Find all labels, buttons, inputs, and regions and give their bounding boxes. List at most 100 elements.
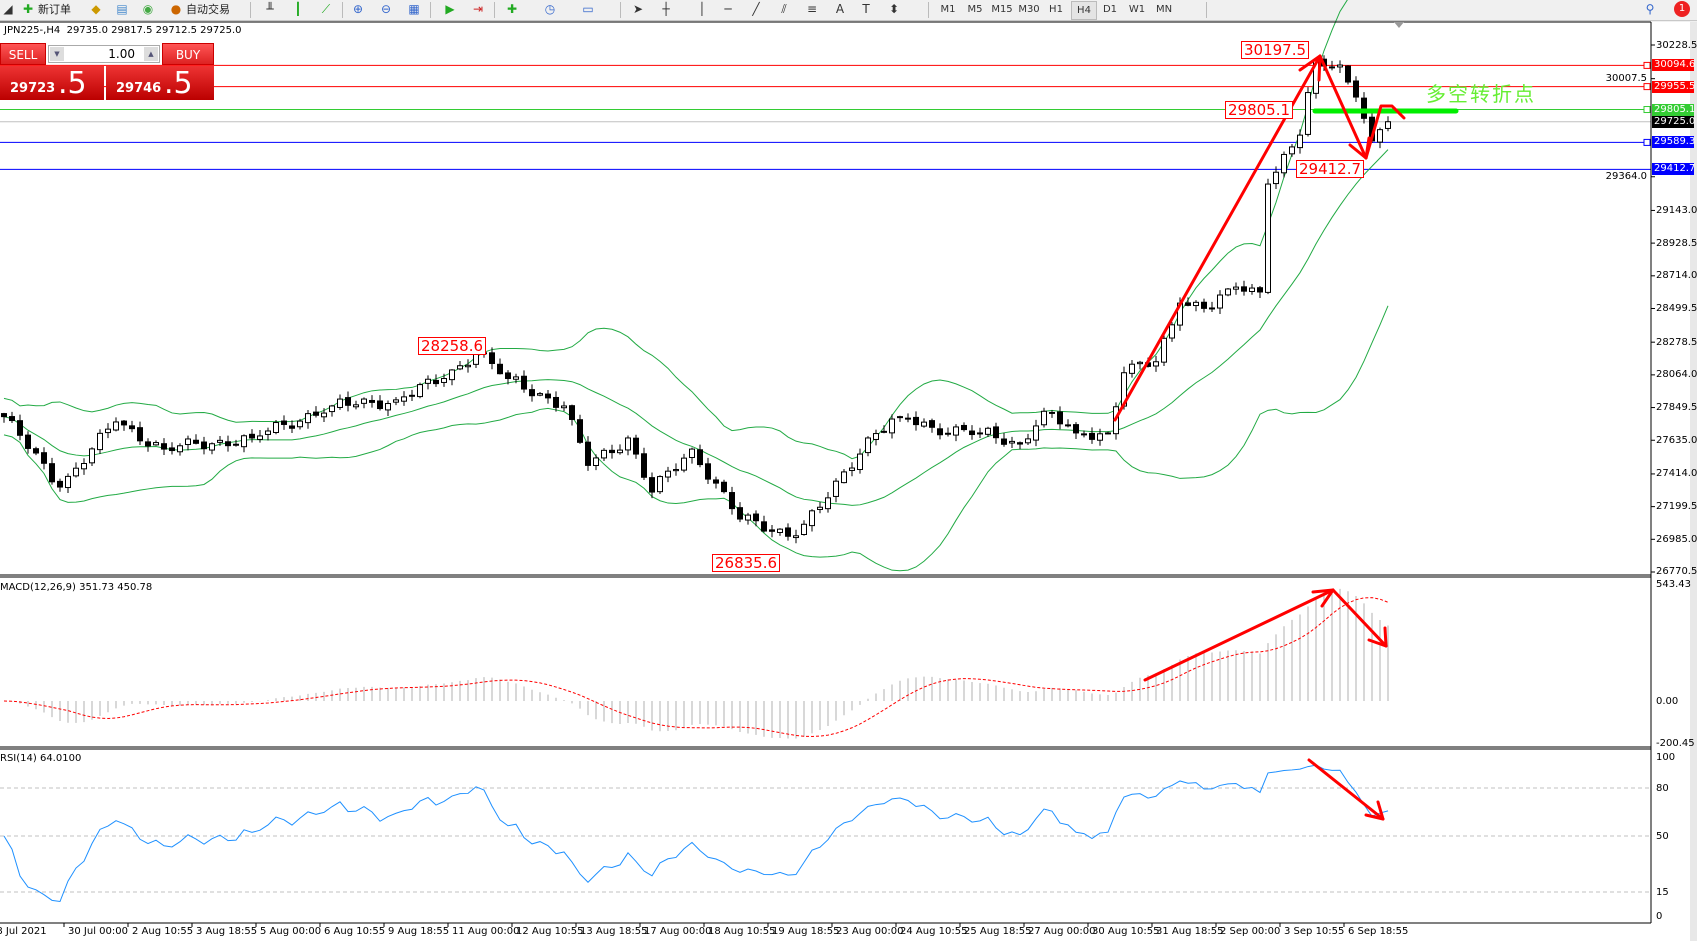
candle-body <box>1217 294 1223 309</box>
rsi-label: RSI(14) 64.0100 <box>0 753 82 764</box>
time-axis-label: 9 Aug 18:55 <box>388 926 450 937</box>
symbol-label: JPN225-,H4 <box>4 25 61 36</box>
candle-body <box>1161 337 1167 363</box>
auto-trading-button[interactable]: 自动交易 <box>186 3 230 16</box>
signals-icon[interactable]: ◉ <box>142 2 154 16</box>
zoom-in-icon[interactable]: ⊕ <box>352 2 364 16</box>
candle-body <box>217 439 223 443</box>
candle-body <box>1337 64 1343 68</box>
equidistant-channel-icon[interactable]: ⫽ <box>781 2 787 16</box>
timeframe-m1[interactable]: M1 <box>940 4 956 15</box>
annotation-high[interactable]: 30197.5 <box>1241 41 1310 59</box>
history-icon[interactable]: ▤ <box>116 2 128 16</box>
new-order-icon[interactable]: ✚ <box>22 2 34 16</box>
text-icon[interactable]: A <box>835 2 845 16</box>
notification-badge[interactable]: 1 <box>1674 1 1690 17</box>
candle-body <box>745 514 751 521</box>
candle-body <box>233 443 239 446</box>
timeframe-h4[interactable]: H4 <box>1071 1 1097 20</box>
auto-trading-icon[interactable]: ● <box>170 2 182 16</box>
candle-body <box>1241 286 1247 292</box>
search-icon[interactable]: ⚲ <box>1645 2 1655 16</box>
buy-button[interactable]: BUY <box>162 43 214 65</box>
candle-body <box>513 376 519 380</box>
macd-arrow-down[interactable] <box>1331 588 1388 648</box>
candle-body <box>193 439 199 444</box>
candle-body <box>1041 410 1047 426</box>
timeframe-w1[interactable]: W1 <box>1128 4 1146 15</box>
timeframe-m30[interactable]: M30 <box>1018 4 1040 15</box>
timeframe-m5[interactable]: M5 <box>967 4 983 15</box>
timeframe-m15[interactable]: M15 <box>991 4 1013 15</box>
line-chart-icon[interactable]: ⟋ <box>321 2 331 16</box>
timeframe-h1[interactable]: H1 <box>1049 4 1063 15</box>
time-axis-label: 3 Sep 10:55 <box>1284 926 1345 937</box>
buy-price[interactable]: 29746 .5 <box>106 66 214 100</box>
cursor-icon[interactable]: ➤ <box>632 2 644 16</box>
annotation-low-recent[interactable]: 29412.7 <box>1296 160 1365 178</box>
sell-button[interactable]: SELL <box>0 43 46 65</box>
candle-body <box>721 481 727 493</box>
candle-body <box>113 421 119 431</box>
price-level-label: 29412.7 <box>1652 163 1696 176</box>
bollinger-middle <box>3 149 1389 506</box>
candle-body <box>817 506 823 510</box>
time-axis-label: 27 Aug 00:00 <box>1028 926 1096 937</box>
trendline-icon[interactable]: ╱ <box>752 2 760 16</box>
candle-body <box>265 430 271 435</box>
autoscroll-icon[interactable]: ▶ <box>445 2 455 16</box>
trend-arrow-down[interactable] <box>1318 54 1368 160</box>
candle-body <box>737 507 743 520</box>
price-tick-label: 26770.5 <box>1656 566 1697 578</box>
timeframe-mn[interactable]: MN <box>1155 4 1173 15</box>
crosshair-icon[interactable]: ┼ <box>662 2 670 16</box>
candle-body <box>521 375 527 390</box>
trend-arrow-rebound[interactable] <box>1364 104 1406 160</box>
zoom-out-icon[interactable]: ⊖ <box>380 2 392 16</box>
candle-body <box>185 438 191 446</box>
candle-body <box>409 394 415 397</box>
sell-price-main: 29723 <box>10 81 56 96</box>
fibonacci-icon[interactable]: ≡ <box>806 2 818 16</box>
macd-arrow-up[interactable] <box>1143 588 1335 682</box>
sell-price[interactable]: 29723 .5 <box>0 66 104 100</box>
annotation-swing-low[interactable]: 26835.6 <box>712 554 781 572</box>
new-order-button[interactable]: 新订单 <box>38 3 71 16</box>
vertical-line-icon[interactable]: │ <box>698 2 706 16</box>
candle-body <box>161 443 167 450</box>
text-label-icon[interactable]: T <box>862 2 870 16</box>
toolbar-arrow-icon[interactable]: ◢ <box>3 2 13 16</box>
turning-point-label[interactable]: 多空转折点 <box>1426 82 1536 106</box>
price-tick-label: 28714.0 <box>1656 270 1697 282</box>
indicators-icon[interactable]: ✚ <box>506 2 518 16</box>
scrollbar[interactable] <box>1690 22 1697 941</box>
candle-body <box>1081 433 1087 436</box>
horizontal-line-icon[interactable]: ─ <box>724 2 732 16</box>
bar-chart-icon[interactable]: ╨ <box>266 2 274 16</box>
candle-body <box>1153 361 1159 367</box>
volume-input[interactable]: ▼ 1.00 ▲ <box>48 45 160 63</box>
annotation-swing-high[interactable]: 28258.6 <box>418 337 487 355</box>
metaeditor-icon[interactable]: ◆ <box>91 2 101 16</box>
candle-body <box>801 523 807 536</box>
price-tick-label: 30007.5 <box>1605 73 1647 85</box>
annotation-mid[interactable]: 29805.1 <box>1225 101 1294 119</box>
macd-signal-line <box>3 597 1389 737</box>
candle-body <box>1249 287 1255 292</box>
candle-body <box>305 413 311 424</box>
candlestick-icon[interactable]: ┃ <box>294 2 302 16</box>
templates-icon[interactable]: ▭ <box>582 2 594 16</box>
chart-shift-icon[interactable]: ⇥ <box>472 2 484 16</box>
arrows-icon[interactable]: ⬍ <box>888 2 900 16</box>
bollinger-upper <box>3 0 1348 460</box>
volume-increase-button[interactable]: ▲ <box>144 47 158 61</box>
rsi-arrow-down[interactable] <box>1307 758 1385 821</box>
timeframe-d1[interactable]: D1 <box>1102 4 1118 15</box>
candle-body <box>49 463 55 483</box>
volume-decrease-button[interactable]: ▼ <box>50 47 64 61</box>
price-level-label: 30094.6 <box>1652 59 1696 72</box>
candle-body <box>1137 361 1143 365</box>
periods-icon[interactable]: ◷ <box>544 2 556 16</box>
tile-windows-icon[interactable]: ▦ <box>408 2 420 16</box>
candle-body <box>697 449 703 466</box>
